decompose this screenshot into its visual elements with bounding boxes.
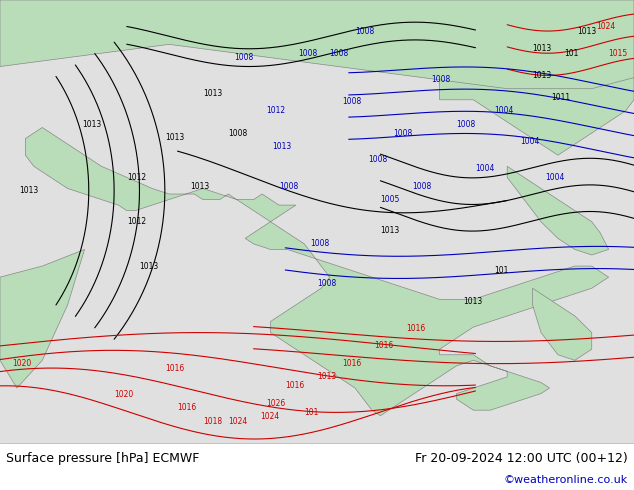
Text: 1008: 1008: [393, 128, 412, 138]
Text: 1013: 1013: [165, 133, 184, 142]
Text: 1004: 1004: [520, 137, 540, 147]
Text: 1008: 1008: [330, 49, 349, 58]
Text: 1013: 1013: [203, 89, 222, 98]
Text: 1026: 1026: [266, 399, 285, 408]
Text: 101: 101: [495, 266, 509, 275]
Text: 1016: 1016: [285, 381, 304, 391]
Text: 1005: 1005: [380, 195, 400, 204]
Text: 1013: 1013: [82, 120, 101, 129]
Text: 1012: 1012: [127, 217, 146, 226]
Text: 1008: 1008: [279, 182, 298, 191]
Text: 1008: 1008: [368, 155, 387, 164]
Polygon shape: [533, 288, 592, 360]
Text: 1013: 1013: [190, 182, 209, 191]
Polygon shape: [0, 0, 634, 89]
Text: 1004: 1004: [476, 164, 495, 173]
Text: 1013: 1013: [577, 26, 596, 36]
Text: 1016: 1016: [374, 342, 393, 350]
Text: 1008: 1008: [342, 98, 361, 106]
Text: 1008: 1008: [456, 120, 476, 129]
Text: 1011: 1011: [552, 93, 571, 102]
Text: 1012: 1012: [266, 106, 285, 115]
Text: 1013: 1013: [533, 44, 552, 53]
Text: 1013: 1013: [380, 226, 399, 235]
Polygon shape: [439, 0, 634, 155]
Text: 1008: 1008: [355, 26, 374, 36]
Text: 1004: 1004: [495, 106, 514, 115]
Text: 1008: 1008: [431, 75, 450, 84]
Text: ©weatheronline.co.uk: ©weatheronline.co.uk: [503, 475, 628, 485]
Polygon shape: [507, 166, 609, 255]
Text: 1013: 1013: [317, 372, 336, 381]
Text: 1008: 1008: [311, 240, 330, 248]
Text: 1016: 1016: [342, 359, 361, 368]
Text: 1016: 1016: [406, 324, 425, 333]
Text: 1015: 1015: [609, 49, 628, 58]
Text: 1013: 1013: [463, 297, 482, 306]
Polygon shape: [490, 0, 634, 77]
Text: 1020: 1020: [13, 359, 32, 368]
Text: 1013: 1013: [533, 71, 552, 80]
Text: Fr 20-09-2024 12:00 UTC (00+12): Fr 20-09-2024 12:00 UTC (00+12): [415, 452, 628, 465]
Text: 1008: 1008: [317, 279, 336, 288]
Text: Surface pressure [hPa] ECMWF: Surface pressure [hPa] ECMWF: [6, 452, 200, 465]
Text: 1020: 1020: [114, 390, 133, 399]
Text: 1008: 1008: [228, 128, 247, 138]
Text: 1004: 1004: [545, 173, 565, 182]
Text: 1018: 1018: [203, 417, 222, 426]
Text: 1024: 1024: [228, 417, 247, 426]
Text: 1016: 1016: [165, 364, 184, 372]
Text: 1012: 1012: [127, 173, 146, 182]
Text: 101: 101: [564, 49, 579, 58]
Text: 101: 101: [304, 408, 319, 417]
Polygon shape: [0, 249, 84, 388]
Text: 1008: 1008: [235, 53, 254, 62]
Text: 1008: 1008: [298, 49, 317, 58]
Text: 1013: 1013: [273, 142, 292, 151]
Text: 1008: 1008: [412, 182, 431, 191]
Polygon shape: [25, 127, 609, 416]
Text: 1024: 1024: [596, 22, 615, 31]
Text: 1013: 1013: [19, 186, 38, 195]
Text: 1013: 1013: [139, 262, 158, 270]
Text: 1024: 1024: [260, 413, 279, 421]
Text: 1016: 1016: [178, 403, 197, 413]
